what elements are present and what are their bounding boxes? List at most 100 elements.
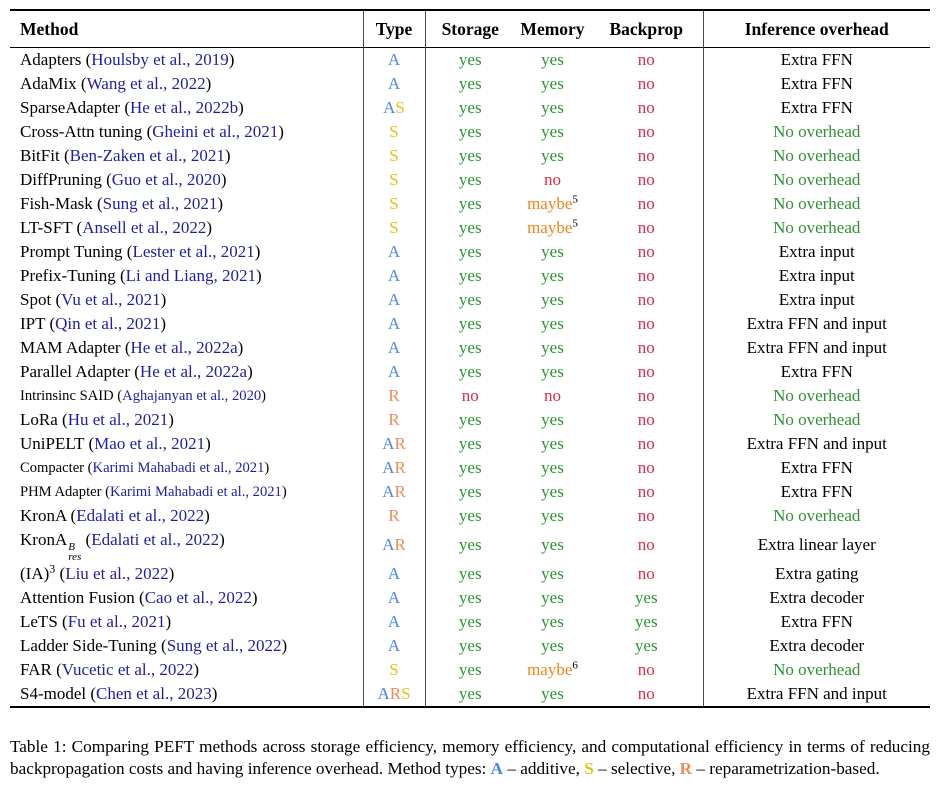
type-letter: R xyxy=(388,410,400,429)
memory-cell: maybe5 xyxy=(515,216,590,240)
storage-cell: yes xyxy=(425,682,515,707)
citation-link[interactable]: Fu et al., 2021 xyxy=(67,612,166,631)
citation-link[interactable]: Edalati et al., 2022 xyxy=(76,506,205,525)
type-letter: S xyxy=(389,122,399,141)
method-cell: LeTS (Fu et al., 2021) xyxy=(10,610,364,634)
citation-link[interactable]: Ben-Zaken et al., 2021 xyxy=(69,146,225,165)
citation-link[interactable]: He et al., 2022b xyxy=(130,98,239,117)
backprop-cell-value: no xyxy=(637,362,655,381)
method-cell: Ladder Side-Tuning (Sung et al., 2022) xyxy=(10,634,364,658)
memory-cell-value: yes xyxy=(541,98,564,117)
storage-cell-value: yes xyxy=(458,98,482,117)
legend-letter-additive: A xyxy=(490,759,504,778)
overhead-cell: Extra input xyxy=(703,240,930,264)
table-row: Compacter (Karimi Mahabadi et al., 2021)… xyxy=(10,456,930,480)
overhead-cell: No overhead xyxy=(703,168,930,192)
citation-link[interactable]: Ansell et al., 2022 xyxy=(82,218,207,237)
method-name: (IA) xyxy=(20,564,50,583)
citation-link[interactable]: Aghajanyan et al., 2020 xyxy=(122,388,262,404)
overhead-value: Extra FFN xyxy=(780,50,853,69)
storage-cell-value: yes xyxy=(458,535,482,554)
storage-cell: yes xyxy=(425,168,515,192)
overhead-value: No overhead xyxy=(773,146,861,165)
method-name: Ladder Side-Tuning xyxy=(20,636,157,655)
citation-link[interactable]: Sung et al., 2022 xyxy=(166,636,282,655)
backprop-cell: yes xyxy=(590,610,704,634)
citation-link[interactable]: Li and Liang, 2021 xyxy=(125,266,256,285)
citation-link[interactable]: Edalati et al., 2022 xyxy=(91,530,220,549)
method-name: Spot xyxy=(20,290,52,309)
backprop-cell-value: no xyxy=(637,98,655,117)
legend-text-selective: – selective, xyxy=(593,759,680,778)
citation-link[interactable]: Karimi Mahabadi et al., 2021 xyxy=(110,484,282,500)
backprop-cell-value: no xyxy=(637,660,655,679)
memory-cell-value: yes xyxy=(541,74,564,93)
backprop-cell: no xyxy=(590,456,704,480)
backprop-cell: no xyxy=(590,658,704,682)
citation-link[interactable]: Vu et al., 2021 xyxy=(61,290,161,309)
overhead-value: Extra FFN xyxy=(780,74,853,93)
citation-link[interactable]: Hu et al., 2021 xyxy=(67,410,169,429)
type-letter: A xyxy=(382,434,395,453)
type-letter: R xyxy=(389,684,402,703)
citation-link[interactable]: Mao et al., 2021 xyxy=(94,434,206,453)
type-letter: A xyxy=(387,362,401,381)
citation-link[interactable]: Houlsby et al., 2019 xyxy=(91,50,229,69)
backprop-cell: no xyxy=(590,562,704,586)
overhead-value: Extra input xyxy=(778,242,855,261)
overhead-value: Extra FFN xyxy=(780,362,853,381)
citation-link[interactable]: Guo et al., 2020 xyxy=(111,170,221,189)
backprop-cell-value: no xyxy=(637,314,655,333)
overhead-cell: No overhead xyxy=(703,384,930,408)
backprop-cell: no xyxy=(590,168,704,192)
type-letter: A xyxy=(377,684,390,703)
memory-cell-value: yes xyxy=(541,122,564,141)
memory-cell-value: maybe xyxy=(527,194,573,213)
memory-cell-value: yes xyxy=(541,458,564,477)
storage-cell: yes xyxy=(425,658,515,682)
citation-link[interactable]: Karimi Mahabadi et al., 2021 xyxy=(92,460,265,476)
citation-link[interactable]: He et al., 2022a xyxy=(139,362,248,381)
overhead-cell: No overhead xyxy=(703,658,930,682)
overhead-value: Extra FFN and input xyxy=(746,338,887,357)
overhead-cell: Extra input xyxy=(703,264,930,288)
memory-cell-value: yes xyxy=(541,684,564,703)
backprop-cell: no xyxy=(590,120,704,144)
memory-cell: yes xyxy=(515,682,590,707)
overhead-cell: Extra FFN xyxy=(703,72,930,96)
citation-link[interactable]: He et al., 2022a xyxy=(130,338,238,357)
storage-cell: yes xyxy=(425,120,515,144)
storage-cell-value: yes xyxy=(458,362,482,381)
citation-link[interactable]: Sung et al., 2021 xyxy=(102,194,218,213)
backprop-cell-value: no xyxy=(637,506,655,525)
citation-link[interactable]: Lester et al., 2021 xyxy=(132,242,255,261)
method-cell: Fish-Mask (Sung et al., 2021) xyxy=(10,192,364,216)
memory-cell-value: yes xyxy=(541,266,564,285)
overhead-cell: No overhead xyxy=(703,408,930,432)
storage-cell: yes xyxy=(425,432,515,456)
citation-link[interactable]: Liu et al., 2022 xyxy=(65,564,169,583)
table-row: UniPELT (Mao et al., 2021) AR yes yes no Extr… xyxy=(10,432,930,456)
citation-link[interactable]: Chen et al., 2023 xyxy=(96,684,212,703)
memory-cell-value: yes xyxy=(541,146,564,165)
memory-cell-value: yes xyxy=(541,290,564,309)
type-letter: S xyxy=(389,170,399,189)
citation-link[interactable]: Cao et al., 2022 xyxy=(144,588,252,607)
overhead-cell: No overhead xyxy=(703,144,930,168)
overhead-cell: Extra decoder xyxy=(703,586,930,610)
memory-cell-value: yes xyxy=(541,636,564,655)
method-cell: Prompt Tuning (Lester et al., 2021) xyxy=(10,240,364,264)
citation-link[interactable]: Wang et al., 2022 xyxy=(86,74,206,93)
citation-link[interactable]: Gheini et al., 2021 xyxy=(152,122,279,141)
method-name: IPT xyxy=(20,314,46,333)
type-letter: S xyxy=(401,684,411,703)
backprop-cell: no xyxy=(590,47,704,72)
citation-link[interactable]: Vucetic et al., 2022 xyxy=(61,660,194,679)
citation-link[interactable]: Qin et al., 2021 xyxy=(55,314,161,333)
storage-cell: yes xyxy=(425,504,515,528)
